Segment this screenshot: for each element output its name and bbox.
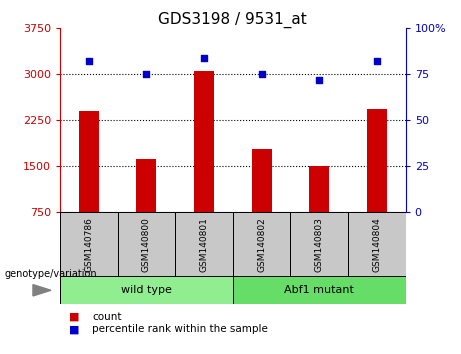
Bar (194, 71, 214, 212)
Text: GSM140802: GSM140802 (257, 217, 266, 272)
FancyBboxPatch shape (233, 212, 290, 276)
Point (200, 55, 207, 61)
FancyBboxPatch shape (118, 212, 175, 276)
Text: ■: ■ (69, 312, 80, 322)
Text: genotype/variation: genotype/variation (5, 269, 97, 279)
FancyBboxPatch shape (175, 212, 233, 276)
Bar (252, 149, 272, 212)
Text: GSM140800: GSM140800 (142, 217, 151, 272)
Bar (309, 166, 329, 212)
Point (373, 59, 381, 64)
Text: Abf1 mutant: Abf1 mutant (284, 285, 354, 295)
FancyBboxPatch shape (60, 212, 118, 276)
FancyBboxPatch shape (60, 276, 233, 304)
Bar (79, 111, 99, 212)
Point (142, 72, 150, 77)
Bar (367, 109, 387, 212)
FancyBboxPatch shape (290, 212, 348, 276)
Text: GSM140786: GSM140786 (84, 217, 93, 272)
Text: GSM140804: GSM140804 (372, 217, 381, 272)
Point (258, 72, 266, 77)
Text: count: count (92, 312, 122, 322)
Text: wild type: wild type (121, 285, 172, 295)
Point (85, 59, 92, 64)
Text: GSM140803: GSM140803 (315, 217, 324, 272)
Title: GDS3198 / 9531_at: GDS3198 / 9531_at (159, 12, 307, 28)
FancyBboxPatch shape (233, 276, 406, 304)
Text: percentile rank within the sample: percentile rank within the sample (92, 324, 268, 334)
FancyBboxPatch shape (348, 212, 406, 276)
Bar (136, 159, 156, 212)
Point (315, 77, 323, 83)
Text: GSM140801: GSM140801 (200, 217, 208, 272)
Polygon shape (33, 285, 51, 296)
Text: ■: ■ (69, 324, 80, 334)
